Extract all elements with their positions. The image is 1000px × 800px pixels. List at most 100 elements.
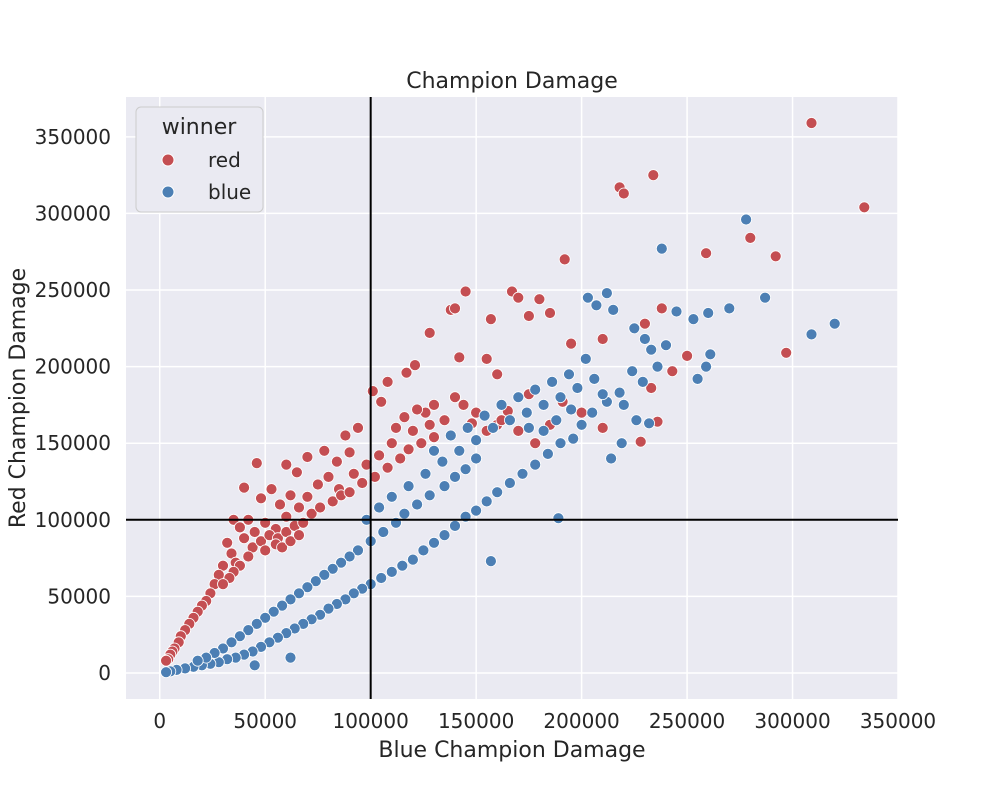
point-blue-1 — [655, 242, 668, 255]
point-blue-45 — [385, 566, 398, 578]
legend-title: winner — [162, 115, 238, 140]
point-blue-82 — [470, 434, 483, 447]
point-blue-136 — [630, 414, 643, 427]
point-blue-19 — [691, 372, 704, 385]
point-red-22 — [681, 349, 693, 362]
point-red-30 — [400, 366, 413, 379]
point-red-57 — [274, 498, 286, 511]
legend-marker-red — [161, 153, 175, 167]
point-red-54 — [238, 481, 251, 494]
point-blue-30 — [529, 458, 542, 471]
point-blue-112 — [250, 618, 263, 630]
point-red-56 — [265, 483, 278, 496]
point-red-131 — [390, 421, 402, 434]
x-tick-label-3: 150000 — [438, 709, 514, 733]
point-red-46 — [280, 458, 293, 471]
y-tick-label-3: 150000 — [35, 431, 111, 455]
point-blue-15 — [645, 343, 658, 356]
point-blue-91 — [459, 463, 472, 476]
point-blue-134 — [596, 388, 609, 401]
point-blue-106 — [301, 581, 314, 594]
point-blue-108 — [284, 593, 297, 606]
point-red-2 — [647, 169, 660, 182]
point-blue-33 — [491, 486, 504, 499]
x-tick-label-1: 50000 — [233, 709, 297, 733]
point-red-134 — [423, 418, 436, 431]
point-blue-34 — [480, 495, 493, 508]
point-red-55 — [255, 492, 267, 505]
point-blue-17 — [704, 348, 717, 361]
point-red-32 — [381, 375, 394, 388]
point-red-113 — [356, 477, 369, 489]
point-blue-88 — [571, 382, 584, 394]
point-red-26 — [565, 337, 577, 350]
point-red-128 — [284, 535, 297, 548]
series-blue — [160, 213, 841, 679]
x-axis-title: Blue Champion Damage — [378, 738, 645, 763]
point-blue-4 — [805, 328, 818, 341]
y-tick-labels: 0 50000 100000 150000 200000 250000 300000 3500… — [35, 125, 111, 685]
point-blue-109 — [276, 599, 289, 612]
point-blue-96 — [398, 507, 411, 520]
point-blue-28 — [554, 437, 567, 450]
point-red-17 — [523, 310, 535, 322]
point-blue-121 — [444, 429, 457, 442]
point-blue-23 — [613, 386, 626, 399]
point-red-45 — [250, 457, 263, 470]
point-blue-138 — [615, 437, 628, 450]
point-red-129 — [293, 529, 305, 541]
point-blue-101 — [343, 550, 356, 563]
point-red-132 — [398, 411, 411, 424]
point-blue-120 — [428, 444, 440, 457]
point-blue-9 — [601, 287, 613, 300]
point-blue-44 — [396, 559, 409, 572]
point-red-48 — [301, 451, 314, 463]
point-red-127 — [276, 541, 289, 554]
y-tick-label-0: 0 — [98, 661, 111, 685]
y-tick-label-2: 100000 — [35, 508, 111, 532]
point-red-112 — [343, 486, 356, 499]
point-red-67 — [301, 490, 314, 503]
point-blue-21 — [626, 365, 639, 378]
point-blue-14 — [639, 333, 651, 345]
point-blue-89 — [588, 372, 601, 385]
point-red-29 — [453, 351, 466, 364]
point-blue-37 — [552, 512, 565, 525]
point-red-114 — [368, 470, 381, 483]
y-tick-label-5: 250000 — [35, 278, 111, 302]
point-blue-41 — [428, 536, 440, 549]
y-tick-label-7: 350000 — [35, 125, 111, 149]
point-blue-3 — [828, 317, 841, 330]
x-tick-label-5: 250000 — [649, 709, 725, 733]
point-red-117 — [402, 443, 415, 456]
point-blue-5 — [723, 302, 736, 315]
point-red-61 — [233, 521, 246, 534]
point-red-133 — [411, 403, 424, 416]
point-red-63 — [248, 526, 261, 538]
point-blue-92 — [449, 470, 461, 483]
point-blue-73 — [248, 659, 261, 672]
point-blue-32 — [503, 477, 516, 489]
point-red-75 — [438, 414, 451, 427]
y-tick-label-4: 200000 — [35, 355, 111, 379]
point-blue-128 — [563, 368, 575, 381]
point-red-23 — [666, 365, 679, 378]
point-red-42 — [596, 421, 609, 434]
point-red-120 — [242, 550, 255, 563]
point-red-13 — [533, 293, 546, 306]
point-blue-132 — [550, 414, 563, 427]
point-blue-39 — [449, 520, 461, 532]
point-blue-31 — [516, 467, 529, 480]
point-red-135 — [457, 398, 470, 411]
point-red-4 — [617, 187, 630, 200]
point-blue-25 — [586, 406, 599, 419]
point-red-15 — [449, 302, 461, 315]
point-blue-85 — [520, 406, 533, 419]
point-blue-80 — [436, 455, 449, 468]
point-blue-52 — [322, 602, 335, 615]
point-blue-87 — [554, 391, 567, 404]
point-blue-76 — [373, 501, 386, 514]
point-red-28 — [491, 368, 504, 381]
point-red-58 — [284, 489, 297, 502]
point-red-69 — [322, 470, 335, 483]
